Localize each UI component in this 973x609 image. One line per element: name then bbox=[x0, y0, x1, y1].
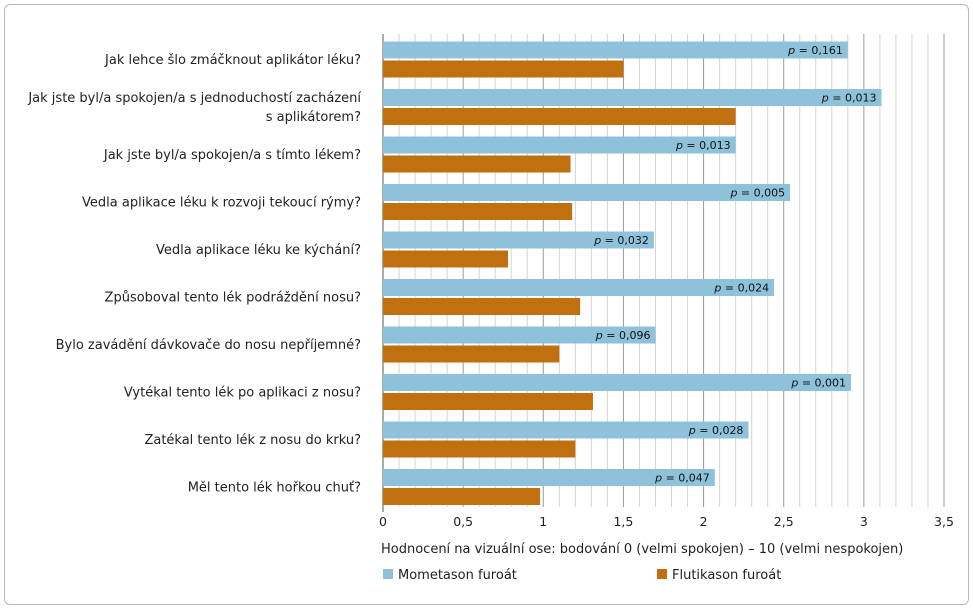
bar-mometason bbox=[383, 41, 848, 59]
category-label: Vedla aplikace léku ke kýchání? bbox=[156, 243, 361, 258]
legend-label: Mometason furoát bbox=[398, 568, 517, 583]
bar-flutikason bbox=[383, 345, 560, 363]
x-axis-title: Hodnocení na vizuální ose: bodování 0 (v… bbox=[381, 542, 903, 557]
p-value-label: p = 0,005 bbox=[729, 187, 785, 200]
legend-label: Flutikason furoát bbox=[672, 568, 781, 583]
bar-mometason bbox=[383, 89, 882, 106]
category-label: Vytékal tento lék po aplikaci z nosu? bbox=[124, 386, 361, 401]
bar-flutikason bbox=[383, 60, 624, 78]
bar-mometason bbox=[383, 326, 656, 344]
category-label: Jak jste byl/a spokojen/a s tímto lékem? bbox=[103, 148, 361, 163]
bar-mometason bbox=[383, 421, 749, 439]
bar-mometason bbox=[383, 184, 791, 201]
bar-mometason bbox=[383, 231, 654, 249]
bar-flutikason bbox=[383, 108, 736, 125]
x-tick-label: 1,5 bbox=[613, 514, 633, 529]
p-value-label: p = 0,161 bbox=[787, 44, 843, 57]
legend-swatch bbox=[383, 569, 393, 579]
bar-flutikason bbox=[383, 393, 593, 410]
bar-mometason bbox=[383, 279, 775, 296]
category-label: Jak jste byl/a spokojen/a s jednoduchost… bbox=[27, 91, 361, 125]
bar-flutikason bbox=[383, 203, 573, 220]
legend-swatch bbox=[657, 569, 667, 579]
x-tick-label: 0,5 bbox=[453, 514, 473, 529]
bar-flutikason bbox=[383, 298, 581, 315]
p-value-label: p = 0,013 bbox=[821, 92, 877, 105]
x-tick-label: 3 bbox=[860, 514, 868, 529]
bar-flutikason bbox=[383, 250, 509, 268]
x-tick-label: 1 bbox=[539, 514, 547, 529]
x-tick-label: 2,5 bbox=[774, 514, 794, 529]
category-label: Bylo zavádění dávkovače do nosu nepříjem… bbox=[56, 338, 361, 353]
category-label: Měl tento lék hořkou chuť? bbox=[188, 481, 361, 496]
p-value-label: p = 0,047 bbox=[654, 472, 710, 485]
bar-mometason bbox=[383, 374, 852, 391]
x-tick-label: 0 bbox=[379, 514, 387, 529]
p-value-label: p = 0,028 bbox=[688, 424, 744, 437]
category-label: Vedla aplikace léku k rozvoji tekoucí rý… bbox=[82, 196, 361, 211]
category-label: Zatékal tento lék z nosu do krku? bbox=[144, 433, 361, 448]
x-tick-label: 2 bbox=[700, 514, 708, 529]
p-value-label: p = 0,032 bbox=[593, 234, 649, 247]
category-label: Způsoboval tento lék podráždění nosu? bbox=[105, 291, 361, 306]
x-tick-label: 3,5 bbox=[934, 514, 954, 529]
p-value-label: p = 0,096 bbox=[595, 329, 651, 342]
p-value-label: p = 0,013 bbox=[675, 139, 731, 152]
p-value-label: p = 0,024 bbox=[713, 282, 769, 295]
bar-flutikason bbox=[383, 488, 541, 505]
p-value-label: p = 0,001 bbox=[790, 377, 846, 390]
bar-mometason bbox=[383, 469, 715, 486]
category-label: Jak lehce šlo zmáčknout aplikátor léku? bbox=[104, 53, 361, 68]
bar-flutikason bbox=[383, 440, 576, 458]
bar-mometason bbox=[383, 136, 736, 154]
bar-flutikason bbox=[383, 155, 571, 173]
